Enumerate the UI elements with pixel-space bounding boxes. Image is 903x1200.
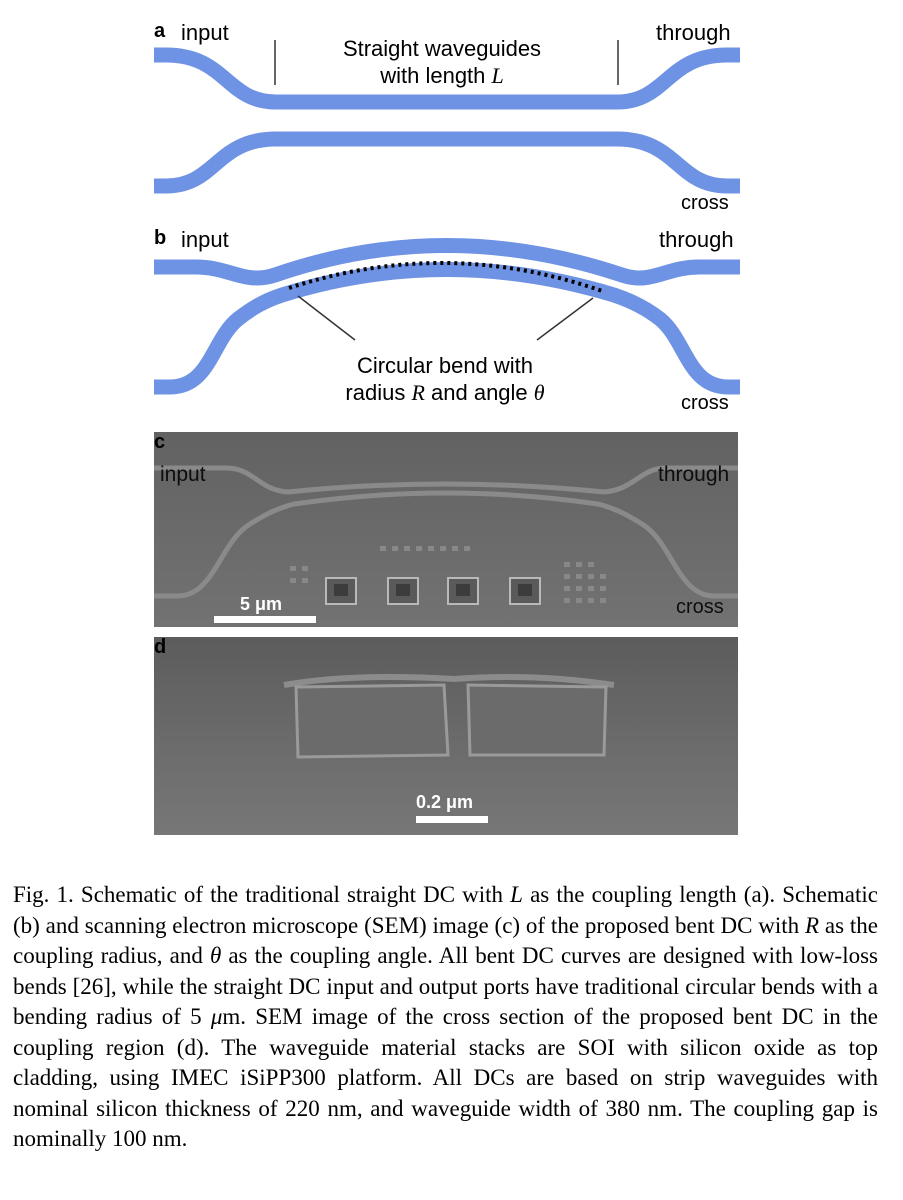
sem-c-scale-bar	[214, 616, 316, 623]
cladding-top-edge	[283, 674, 615, 688]
caption-symbol-theta: θ	[209, 943, 222, 968]
straight-dc-schematic	[154, 40, 740, 194]
panel-a-annotation-line2: with length L	[380, 63, 504, 88]
panel-b-letter: b	[154, 227, 167, 249]
panel-a-annotation-line1: Straight waveguides	[342, 36, 542, 61]
radius-symbol: R	[411, 380, 425, 405]
sem-d-scale-bar	[416, 816, 488, 823]
straight-dc-top-waveguide	[154, 47, 740, 110]
bend-pointer-right	[536, 297, 594, 341]
panel-d-sem-image: d 0.2 μm	[154, 637, 738, 835]
straight-dc-bottom-waveguide	[154, 131, 740, 194]
bend-pointer-left	[297, 295, 356, 341]
panel-a-input-label: input	[181, 20, 229, 45]
panel-b-annotation-line2: radius R and angle θ	[345, 380, 545, 405]
panel-c-input-label: input	[160, 463, 206, 486]
panel-d-scale-label: 0.2 μm	[416, 792, 474, 812]
sem-top-view	[154, 432, 738, 627]
bent-dc-bottom-waveguide	[154, 262, 740, 395]
sem-bottom-waveguide	[154, 490, 738, 599]
length-symbol: L	[491, 63, 504, 88]
sem-dot-markers	[290, 546, 606, 603]
panel-b-cross-label: cross	[681, 392, 729, 414]
panel-a-annotation: Straight waveguides with length L	[292, 35, 592, 89]
figure-caption: Fig. 1. Schematic of the traditional str…	[13, 882, 879, 1151]
panel-b-through-label: through	[659, 227, 734, 252]
panel-b-annotation: Circular bend with radius R and angle θ	[292, 352, 598, 406]
panel-a-letter: a	[154, 20, 166, 42]
sem-cross-section	[154, 637, 738, 835]
panel-c-scale-label: 5 μm	[240, 594, 283, 614]
waveguide-cross-sections	[294, 683, 608, 759]
caption-symbol-l: L	[510, 882, 523, 907]
panel-c-cross-label: cross	[676, 596, 724, 618]
bend-dotted-arc	[288, 260, 606, 294]
sem-top-waveguide	[154, 465, 738, 495]
angle-symbol: θ	[533, 380, 545, 405]
panel-c-sem-image: c input through cross 5 μm	[154, 432, 738, 627]
panel-d-letter: d	[154, 637, 167, 658]
panel-b-input-label: input	[181, 227, 229, 252]
bent-dc-top-waveguide	[154, 238, 740, 286]
panel-c-through-label: through	[658, 463, 730, 486]
panel-b-annotation-line1: Circular bend with	[356, 353, 534, 378]
panel-c-letter: c	[154, 432, 166, 453]
caption-symbol-r: R	[805, 912, 820, 938]
panel-a-through-label: through	[656, 20, 731, 45]
panel-a-cross-label: cross	[681, 192, 729, 214]
bent-dc-schematic	[154, 238, 740, 395]
caption-symbol-mu: μ	[210, 1004, 223, 1029]
